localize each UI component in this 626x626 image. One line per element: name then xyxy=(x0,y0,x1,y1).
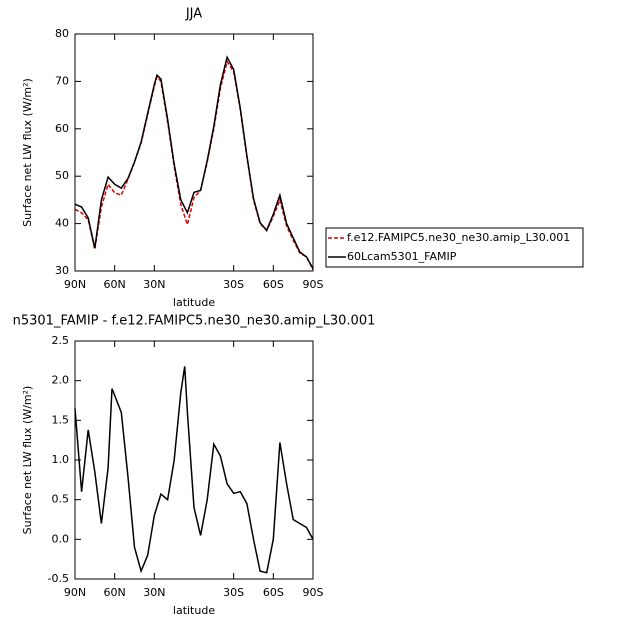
x-tick-label: 90N xyxy=(64,278,86,291)
y-tick-label: 60 xyxy=(55,122,69,135)
chart-title: JJA xyxy=(185,7,202,22)
plot-frame xyxy=(74,33,314,272)
x-tick-label: 30S xyxy=(223,278,244,291)
x-tick-label: 90S xyxy=(303,586,324,599)
y-tick-label: 80 xyxy=(55,27,69,40)
y-tick-label: 50 xyxy=(55,169,69,182)
x-tick-label: 60N xyxy=(104,586,126,599)
x-tick-label: 60S xyxy=(263,278,284,291)
y-tick-label: 2.5 xyxy=(52,334,70,347)
y-axis-label: Surface net LW flux (W/m²) xyxy=(21,386,34,535)
x-tick-label: 60S xyxy=(263,586,284,599)
y-tick-label: 30 xyxy=(55,264,69,277)
x-tick-label: 30S xyxy=(223,586,244,599)
series-line xyxy=(74,59,314,270)
plot-frame xyxy=(74,340,314,580)
x-tick-label: 60N xyxy=(104,278,126,291)
x-tick-label: 90N xyxy=(64,586,86,599)
y-tick-label: 40 xyxy=(55,217,69,230)
series-line xyxy=(74,366,314,574)
y-axis-label: Surface net LW flux (W/m²) xyxy=(21,78,34,227)
x-tick-label: 30N xyxy=(143,586,165,599)
y-tick-label: 1.0 xyxy=(52,453,70,466)
legend-label: f.e12.FAMIPC5.ne30_ne30.amip_L30.001 xyxy=(347,231,570,244)
x-axis-label: latitude xyxy=(173,604,215,617)
x-tick-label: 90S xyxy=(303,278,324,291)
y-tick-label: 1.5 xyxy=(52,413,70,426)
y-tick-label: 70 xyxy=(55,74,69,87)
y-tick-label: 0.5 xyxy=(52,493,70,506)
chart-title: n5301_FAMIP - f.e12.FAMIPC5.ne30_ne30.am… xyxy=(13,314,376,329)
y-tick-label: -0.5 xyxy=(48,572,69,585)
series-line xyxy=(74,55,314,269)
y-tick-label: 0.0 xyxy=(52,532,70,545)
legend-label: 60Lcam5301_FAMIP xyxy=(347,250,457,263)
x-axis-label: latitude xyxy=(173,296,215,309)
y-tick-label: 2.0 xyxy=(52,374,70,387)
x-tick-label: 30N xyxy=(143,278,165,291)
legend-box xyxy=(325,227,584,268)
